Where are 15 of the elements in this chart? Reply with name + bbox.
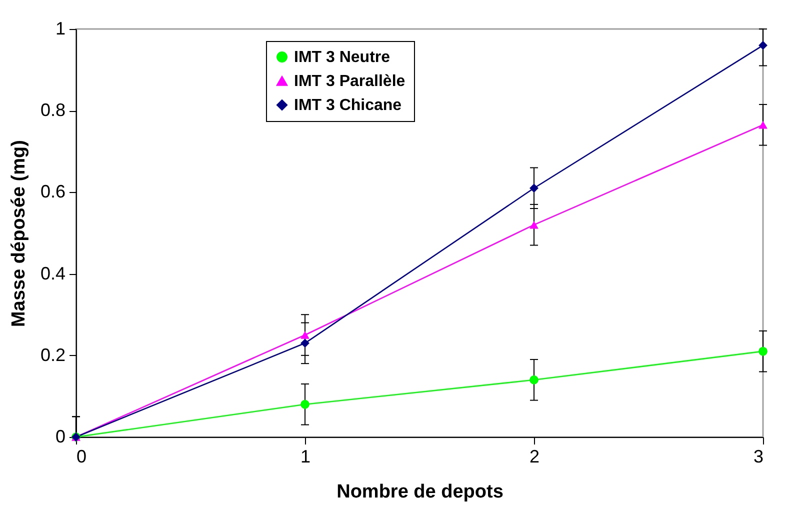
y-axis-title: Masse déposée (mg) [8, 140, 30, 327]
y-tick-label: 0.8 [40, 100, 66, 120]
x-tick-label: 2 [529, 446, 540, 466]
y-tick-label: 0.4 [40, 263, 66, 284]
legend-label: IMT 3 Parallèle [294, 73, 406, 90]
y-tick-label: 0 [55, 426, 66, 446]
y-tick-label: 1 [55, 18, 66, 38]
x-tick-label: 0 [76, 446, 87, 466]
y-tick-label: 0.6 [40, 182, 66, 202]
x-tick-label: 1 [300, 446, 311, 466]
legend-label: IMT 3 Chicane [294, 97, 402, 114]
x-tick-label: 3 [753, 446, 764, 466]
x-axis-title: Nombre de depots [336, 482, 504, 502]
y-tick-label: 0.2 [40, 344, 66, 365]
legend-label: IMT 3 Neutre [294, 49, 390, 66]
